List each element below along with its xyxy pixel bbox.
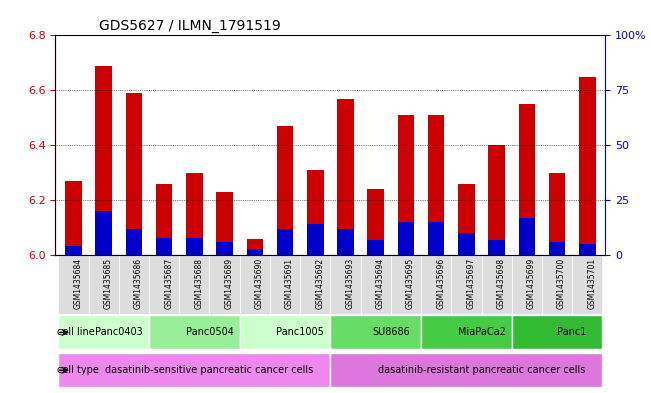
FancyBboxPatch shape — [240, 316, 330, 349]
FancyBboxPatch shape — [59, 353, 330, 387]
Text: GSM1435700: GSM1435700 — [557, 258, 566, 309]
Text: GDS5627 / ILMN_1791519: GDS5627 / ILMN_1791519 — [100, 19, 281, 33]
Text: cell line: cell line — [57, 327, 94, 338]
FancyBboxPatch shape — [421, 316, 512, 349]
Text: GSM1435688: GSM1435688 — [195, 258, 203, 309]
Text: dasatinib-resistant pancreatic cancer cells: dasatinib-resistant pancreatic cancer ce… — [378, 365, 585, 375]
Bar — [307, 224, 324, 255]
Bar — [216, 192, 233, 255]
Bar — [307, 170, 324, 255]
Bar — [96, 211, 112, 255]
Bar — [488, 145, 505, 255]
Bar — [156, 184, 173, 255]
Text: GSM1435695: GSM1435695 — [406, 258, 415, 309]
Bar — [519, 104, 535, 255]
Bar — [186, 237, 202, 255]
FancyBboxPatch shape — [512, 255, 542, 314]
Text: GSM1435687: GSM1435687 — [164, 258, 173, 309]
FancyBboxPatch shape — [542, 255, 572, 314]
Bar — [65, 181, 82, 255]
FancyBboxPatch shape — [330, 353, 602, 387]
Text: GSM1435686: GSM1435686 — [134, 258, 143, 309]
FancyBboxPatch shape — [149, 255, 179, 314]
Bar — [367, 189, 384, 255]
FancyBboxPatch shape — [572, 255, 602, 314]
FancyBboxPatch shape — [330, 316, 421, 349]
FancyBboxPatch shape — [300, 255, 330, 314]
Text: GSM1435701: GSM1435701 — [587, 258, 596, 309]
Bar — [216, 242, 233, 255]
Text: GSM1435693: GSM1435693 — [346, 258, 355, 309]
Bar — [96, 66, 112, 255]
Bar — [398, 115, 414, 255]
Bar — [367, 240, 384, 255]
Bar — [488, 240, 505, 255]
Bar — [428, 222, 445, 255]
Text: Panc0403: Panc0403 — [95, 327, 143, 338]
Text: GSM1435691: GSM1435691 — [285, 258, 294, 309]
Bar — [398, 222, 414, 255]
Text: MiaPaCa2: MiaPaCa2 — [458, 327, 505, 338]
FancyBboxPatch shape — [391, 255, 421, 314]
Text: Panc1: Panc1 — [557, 327, 587, 338]
FancyBboxPatch shape — [59, 255, 89, 314]
Bar — [186, 173, 202, 255]
Bar — [247, 248, 263, 255]
Bar — [126, 229, 142, 255]
Bar — [337, 99, 353, 255]
Text: GSM1435696: GSM1435696 — [436, 258, 445, 309]
Bar — [126, 93, 142, 255]
Bar — [337, 229, 353, 255]
FancyBboxPatch shape — [59, 316, 149, 349]
FancyBboxPatch shape — [361, 255, 391, 314]
Text: GSM1435684: GSM1435684 — [74, 258, 83, 309]
Text: Panc0504: Panc0504 — [186, 327, 234, 338]
Text: GSM1435699: GSM1435699 — [527, 258, 536, 309]
Bar — [519, 218, 535, 255]
Bar — [458, 184, 475, 255]
Bar — [428, 115, 445, 255]
Text: SU8686: SU8686 — [372, 327, 409, 338]
FancyBboxPatch shape — [451, 255, 482, 314]
FancyBboxPatch shape — [149, 316, 240, 349]
FancyBboxPatch shape — [512, 316, 602, 349]
Text: dasatinib-sensitive pancreatic cancer cells: dasatinib-sensitive pancreatic cancer ce… — [105, 365, 314, 375]
Text: Panc1005: Panc1005 — [276, 327, 324, 338]
Text: GSM1435685: GSM1435685 — [104, 258, 113, 309]
FancyBboxPatch shape — [89, 255, 118, 314]
Text: GSM1435698: GSM1435698 — [497, 258, 506, 309]
Bar — [277, 229, 294, 255]
Bar — [579, 244, 596, 255]
FancyBboxPatch shape — [421, 255, 451, 314]
Bar — [65, 246, 82, 255]
Text: cell type: cell type — [57, 365, 99, 375]
Text: GSM1435692: GSM1435692 — [315, 258, 324, 309]
Bar — [156, 237, 173, 255]
FancyBboxPatch shape — [270, 255, 300, 314]
FancyBboxPatch shape — [210, 255, 240, 314]
Text: GSM1435694: GSM1435694 — [376, 258, 385, 309]
FancyBboxPatch shape — [179, 255, 210, 314]
Bar — [549, 173, 565, 255]
FancyBboxPatch shape — [118, 255, 149, 314]
Text: GSM1435689: GSM1435689 — [225, 258, 234, 309]
Text: GSM1435690: GSM1435690 — [255, 258, 264, 309]
Bar — [277, 126, 294, 255]
Bar — [579, 77, 596, 255]
Bar — [458, 233, 475, 255]
Bar — [549, 242, 565, 255]
FancyBboxPatch shape — [482, 255, 512, 314]
Text: GSM1435697: GSM1435697 — [466, 258, 475, 309]
FancyBboxPatch shape — [240, 255, 270, 314]
FancyBboxPatch shape — [330, 255, 361, 314]
Bar — [247, 239, 263, 255]
